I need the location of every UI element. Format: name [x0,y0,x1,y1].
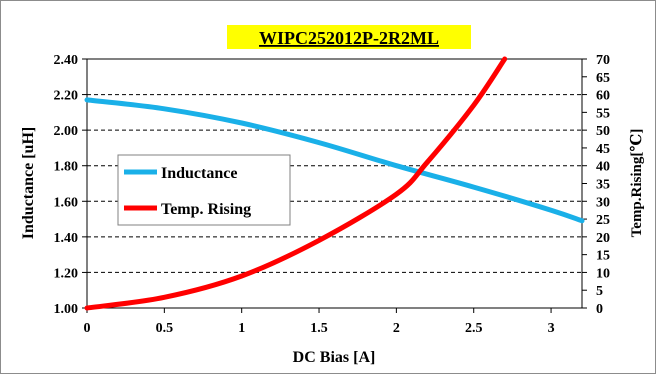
y-left-tick-label: 1.20 [54,266,79,281]
y-right-tick-label: 70 [596,53,610,68]
temp-rising-series-line [84,56,508,311]
x-tick-label: 1.5 [310,321,328,336]
x-axis-label: DC Bias [A] [293,349,376,366]
inductance-series-line [84,97,585,224]
y-right-tick-label: 60 [596,89,610,104]
y-right-tick-label: 40 [596,160,610,175]
legend-inductance-label: Inductance [161,165,237,182]
x-tick-label: 0 [84,321,91,336]
y-right-tick-label: 5 [596,284,603,299]
legend-box [117,154,291,226]
y-right-tick-label: 35 [596,178,610,193]
grid-layer [87,94,582,273]
title-highlight [227,25,471,49]
x-tick-label: 1 [238,321,245,336]
x-tick-label: 2 [393,321,400,336]
y-left-tick-label: 1.00 [54,302,79,317]
y-right-tick-label: 25 [596,213,610,228]
y-right-tick-label: 55 [596,106,610,121]
y-right-tick-label: 65 [596,71,610,86]
series-layer [84,56,585,311]
y-right-tick-label: 20 [596,231,610,246]
y-right-tick-label: 50 [596,124,610,139]
y-left-tick-label: 1.40 [54,231,79,246]
y-left-tick-label: 2.40 [54,53,79,68]
chart-title: WIPC252012P-2R2ML [259,28,439,48]
x-tick-label: 2.5 [465,321,483,336]
legend: Inductance Temp. Rising [117,154,291,226]
y-right-axis-label: Temp.Rising[℃] [629,129,645,238]
y-right-tick-label: 0 [596,302,603,317]
y-right-tick-label: 45 [596,142,610,157]
y-right-tick-label: 15 [596,249,610,264]
x-tick-label: 0.5 [156,321,174,336]
y-left-tick-label: 1.60 [54,195,79,210]
y-left-tick-label: 2.00 [54,124,79,139]
legend-temp-label: Temp. Rising [161,201,251,218]
y-right-tick-label: 30 [596,195,610,210]
ticks-layer: 1.001.201.401.601.802.002.202.4005101520… [54,53,611,336]
x-tick-label: 3 [548,321,555,336]
y-left-tick-label: 2.20 [54,89,79,104]
y-right-tick-label: 10 [596,266,610,281]
y-left-tick-label: 1.80 [54,160,79,175]
y-left-axis-label: Inductance [uH] [20,127,37,239]
